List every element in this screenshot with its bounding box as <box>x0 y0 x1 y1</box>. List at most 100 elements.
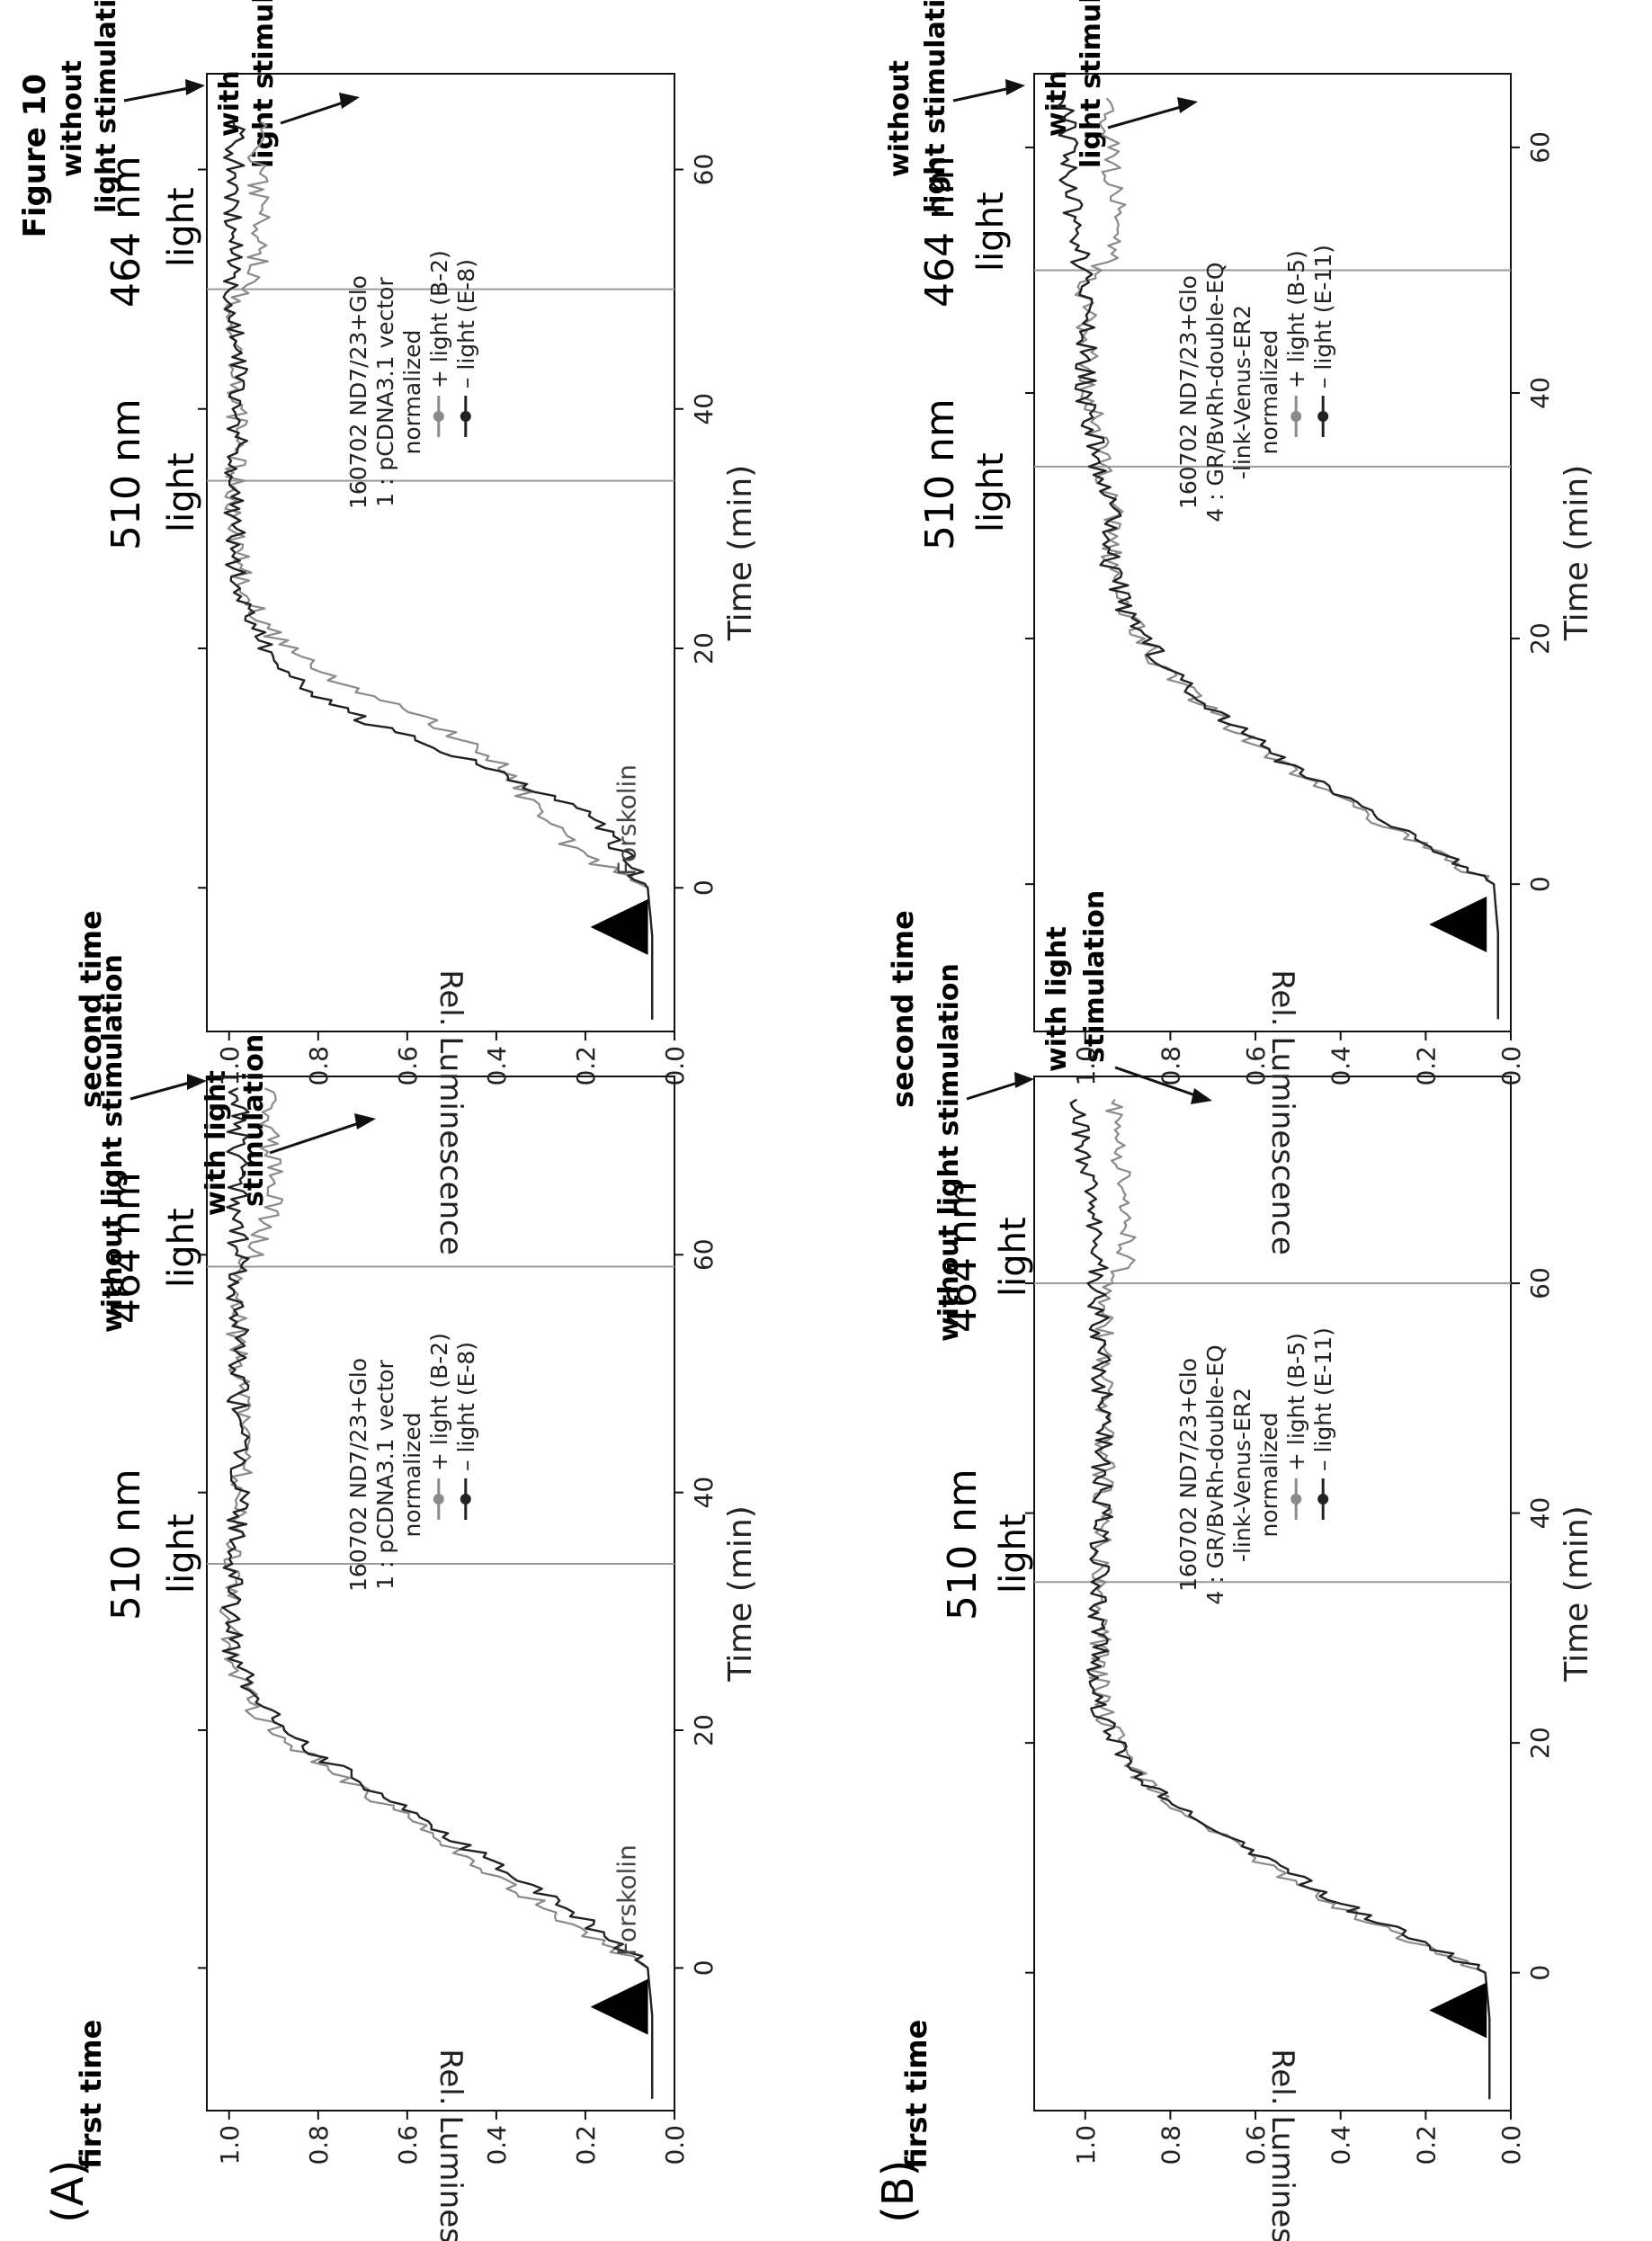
panel-label-a: (A) <box>43 2160 94 2223</box>
annotation-without-light: light stimulation <box>920 0 951 213</box>
annotation-arrow <box>952 85 1015 103</box>
x-axis-label: Time (min) <box>722 1505 759 1683</box>
legend-text: 160702 ND7/23+Glo <box>345 1358 371 1592</box>
series-line <box>223 121 654 1020</box>
y-tick-label: 0.6 <box>393 1046 423 1086</box>
legend-entry: + light (B-5) <box>1283 1333 1309 1471</box>
x-axis-label: Time (min) <box>1558 1505 1595 1683</box>
run-label-a-first: first time <box>74 2020 108 2169</box>
legend-marker <box>1317 411 1329 423</box>
wavelength-label: 464 nm <box>103 156 149 308</box>
y-axis-label: Rel. Luminescence <box>1264 2049 1300 2241</box>
arrow-head <box>1005 79 1025 95</box>
annotation-arrow <box>280 99 350 125</box>
annotation-arrow <box>1114 1066 1201 1099</box>
legend-text: 1 : pCDNA3.1 vector <box>372 1359 398 1589</box>
series-line <box>221 1087 654 2099</box>
wavelength-label: 464 nm <box>103 1172 149 1324</box>
plot-frame <box>1033 1076 1512 2112</box>
legend-text: normalized <box>399 1413 425 1538</box>
wavelength-label: 510 nm <box>940 1469 986 1620</box>
arrow-head <box>1014 1072 1034 1088</box>
arrow-head <box>1177 97 1198 113</box>
legend-text: 160702 ND7/23+Glo <box>1175 1358 1201 1592</box>
wavelength-label: 464 nm <box>917 156 963 308</box>
y-tick-label: 0.6 <box>1241 1046 1271 1086</box>
y-tick-label: 0.2 <box>1411 2125 1441 2165</box>
y-tick-label: 1.0 <box>215 2125 245 2165</box>
forskolin-arrow-icon <box>1429 1982 1487 2039</box>
legend-entry: + light (B-2) <box>426 250 452 388</box>
forskolin-arrow-icon <box>590 1978 648 2035</box>
legend-text: -link-Venus-ER2 <box>1229 305 1255 479</box>
arrow-head <box>187 1074 207 1090</box>
y-tick-label: 0.0 <box>1496 1046 1526 1086</box>
annotation-without-light: without <box>884 60 915 177</box>
x-tick-label: 0 <box>689 879 719 896</box>
annotation-without-light: without light stimulation <box>97 954 129 1333</box>
y-axis-label: Rel. Luminescence <box>1264 969 1300 1255</box>
legend-marker <box>1290 1494 1302 1504</box>
annotation-with-light: with <box>214 70 246 137</box>
x-tick-label: 20 <box>1525 622 1555 655</box>
arrow-head <box>1191 1088 1212 1104</box>
y-tick-label: 0.0 <box>660 2125 690 2165</box>
x-tick-label: 0 <box>1525 1965 1555 1981</box>
x-tick-label: 20 <box>689 1714 719 1746</box>
x-tick-label: 40 <box>1525 1497 1555 1530</box>
figure-title: Figure 10 <box>17 74 53 237</box>
y-tick-label: 0.6 <box>393 2125 423 2165</box>
annotation-without-light: without light stimulation <box>933 963 965 1342</box>
legend-text: 4 : GR/BvRh-double-EQ <box>1202 262 1228 522</box>
legend-text: 160702 ND7/23+Glo <box>1175 275 1201 509</box>
arrow-head <box>339 93 360 109</box>
y-tick-label: 0.4 <box>482 1046 512 1086</box>
legend-text: normalized <box>399 330 425 455</box>
legend-entry: – light (E-8) <box>453 1342 479 1471</box>
light-label: light <box>161 1208 202 1288</box>
chart-b-second-time: 0 20 40 60 0.0 0.2 0.4 0.6 0.8 1.0 Time (min) Rel. … <box>1025 73 1595 1255</box>
wavelength-label: 510 nm <box>917 398 963 550</box>
forskolin-arrow-icon <box>590 898 648 955</box>
run-label-b-second: second time <box>886 910 920 1108</box>
y-axis-label: Rel. Luminescence <box>433 2049 469 2241</box>
run-label-a-second: second time <box>74 910 108 1108</box>
series-line <box>1056 97 1499 1020</box>
legend-marker <box>1317 1494 1329 1504</box>
plot-frame <box>206 73 675 1032</box>
forskolin-arrow-icon <box>1429 896 1487 952</box>
run-label-b-first: first time <box>899 2020 933 2169</box>
annotation-with-light: with <box>1041 70 1073 137</box>
legend-text: 4 : GR/BvRh-double-EQ <box>1202 1344 1228 1604</box>
y-tick-label: 0.0 <box>1496 2125 1526 2165</box>
annotation-with-light: with light <box>201 1070 232 1216</box>
y-tick-label: 0.8 <box>1156 2125 1185 2165</box>
series-line <box>1069 1098 1491 2100</box>
legend-text: 1 : pCDNA3.1 vector <box>372 277 398 507</box>
chart-a-second-time: 0 20 40 60 0.0 0.2 0.4 0.6 0.8 1.0 Time (min) Rel. … <box>198 73 759 1255</box>
x-tick-label: 40 <box>1525 377 1555 409</box>
x-tick-label: 0 <box>689 1960 719 1976</box>
y-tick-label: 1.0 <box>215 1046 245 1086</box>
x-tick-label: 20 <box>1525 1727 1555 1759</box>
x-tick-label: 60 <box>689 154 719 186</box>
y-tick-label: 0.4 <box>1326 2125 1356 2165</box>
legend-text: -link-Venus-ER2 <box>1229 1388 1255 1562</box>
legend-marker <box>433 411 444 423</box>
wavelength-label: 510 nm <box>103 398 149 550</box>
x-tick-label: 60 <box>689 1238 719 1271</box>
y-tick-label: 0.2 <box>1411 1046 1441 1086</box>
x-tick-label: 60 <box>1525 131 1555 164</box>
legend-entry: – light (E-11) <box>1310 245 1336 388</box>
legend: 160702 ND7/23+Glo 1 : pCDNA3.1 vector norm… <box>345 250 479 509</box>
annotation-arrow <box>123 85 194 103</box>
legend-entry: – light (E-8) <box>453 259 479 388</box>
annotation-without-light: without <box>57 60 88 177</box>
legend: 160702 ND7/23+Glo 4 : GR/BvRh-double-EQ -l… <box>1175 1327 1336 1605</box>
annotation-arrow <box>1107 103 1188 129</box>
annotation-without-light: light stimulation <box>91 0 122 213</box>
plot-frame <box>1033 73 1512 1032</box>
legend: 160702 ND7/23+Glo 4 : GR/BvRh-double-EQ -l… <box>1175 245 1336 522</box>
legend-text: normalized <box>1256 1413 1282 1538</box>
